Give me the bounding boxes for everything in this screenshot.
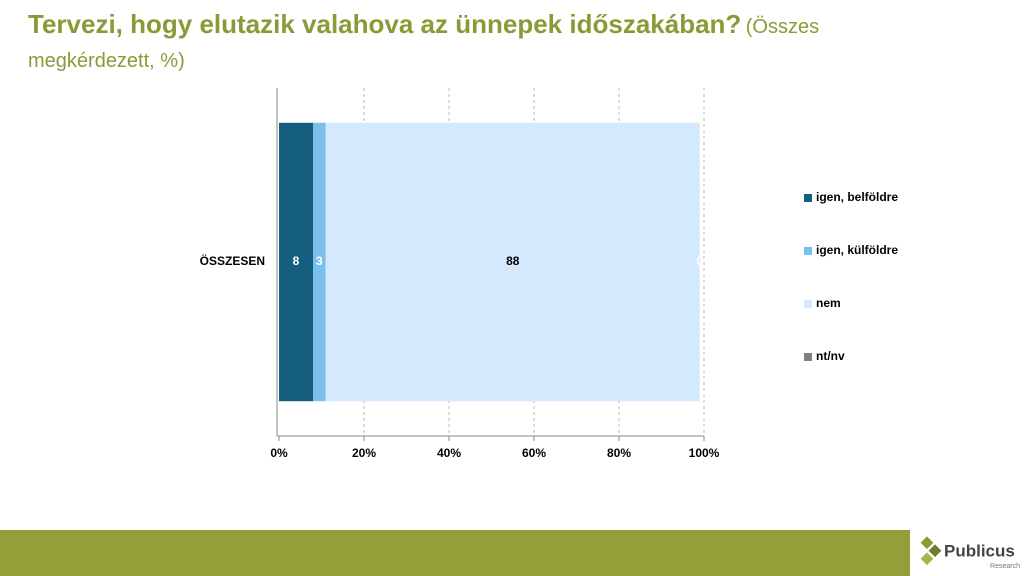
logo-icon (920, 536, 934, 550)
data-label: 88 (506, 254, 520, 268)
legend-label: igen, külföldre (816, 243, 898, 257)
data-label: 8 (293, 254, 300, 268)
logo-sub: Research (990, 563, 1020, 570)
data-label: 0 (696, 254, 703, 268)
legend-swatch (804, 194, 812, 202)
logo-icon (920, 552, 934, 566)
legend-swatch (804, 353, 812, 361)
logo-name: Publicus (944, 541, 1015, 560)
legend-swatch (804, 300, 812, 308)
chart-subtitle: (Összes megkérdezett, %) (28, 16, 820, 72)
x-tick-label: 100% (689, 446, 720, 460)
logo-icon (928, 544, 942, 558)
x-tick-label: 0% (270, 446, 288, 460)
x-tick-label: 80% (607, 446, 631, 460)
legend-label: nem (816, 296, 841, 310)
y-tick-label: ÖSSZESEN (200, 253, 265, 268)
bar-segment (279, 122, 313, 402)
data-label: 3 (316, 254, 323, 268)
x-tick-label: 20% (352, 446, 376, 460)
x-tick-label: 40% (437, 446, 461, 460)
legend-swatch (804, 247, 812, 255)
legend-label: nt/nv (816, 349, 845, 363)
legend-label: igen, belföldre (816, 190, 898, 204)
footer-band (0, 530, 910, 576)
x-tick-label: 60% (522, 446, 546, 460)
logo: Publicus Research (920, 536, 1020, 570)
bar-segment (313, 122, 326, 402)
bar-segment (325, 122, 700, 402)
title-block: Tervezi, hogy elutazik valahova az ünnep… (28, 8, 908, 79)
chart-title: Tervezi, hogy elutazik valahova az ünnep… (28, 9, 742, 39)
